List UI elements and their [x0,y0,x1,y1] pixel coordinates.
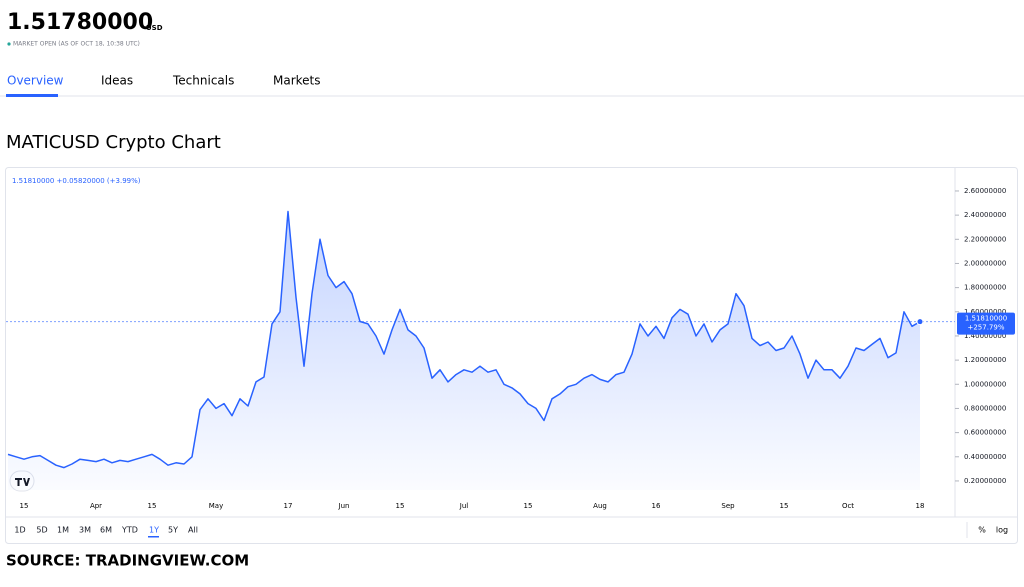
change-label: +257.79% [967,324,1004,332]
x-tick-label: 15 [148,502,157,510]
range-button[interactable]: 1M [57,526,69,535]
y-tick-label: 2.20000000 [964,235,1006,243]
y-tick-label: 2.00000000 [964,259,1006,267]
x-tick-label: 17 [284,502,293,510]
range-button[interactable]: 5D [36,526,47,535]
area-fill [8,211,920,490]
y-tick-label: 1.20000000 [964,356,1006,364]
last-price-badge [957,312,1015,335]
x-tick-label: 15 [524,502,533,510]
x-tick-label: May [209,502,223,510]
chart-frame [5,167,1018,544]
scale-button[interactable]: log [996,526,1008,535]
chart-legend: 1.51810000 +0.05820000 (+3.99%) [12,177,141,185]
tab[interactable]: Overview [7,74,64,88]
range-button[interactable]: 6M [100,526,112,535]
x-tick-label: Jul [459,502,469,510]
range-button[interactable]: 3M [79,526,91,535]
y-tick-label: 1.00000000 [964,380,1006,388]
y-tick-label: 0.80000000 [964,404,1006,412]
active-range-underline [148,536,159,538]
y-tick-label: 0.20000000 [964,477,1006,485]
x-tick-label: Oct [842,502,854,510]
y-tick-label: 0.40000000 [964,453,1006,461]
tab[interactable]: Markets [273,74,321,88]
last-point [916,318,924,326]
y-tick-label: 1.40000000 [964,332,1006,340]
price: 1.51780000 [7,10,153,35]
x-tick-label: Jun [338,502,350,510]
x-tick-label: 15 [20,502,29,510]
price-line [7,210,921,469]
y-tick-label: 2.40000000 [964,211,1006,219]
y-tick-label: 1.80000000 [964,284,1006,292]
x-tick-label: Aug [593,502,607,510]
source: SOURCE: TRADINGVIEW.COM [6,552,249,570]
range-button[interactable]: YTD [121,526,138,535]
x-tick-label: 16 [652,502,661,510]
range-button[interactable]: 1D [14,526,25,535]
x-tick-label: Apr [90,502,102,510]
x-tick-label: Sep [721,502,735,510]
market-status: MARKET OPEN (AS OF OCT 18, 10:38 UTC) [13,41,140,48]
range-button[interactable]: All [188,526,198,535]
y-tick-label: 0.60000000 [964,429,1006,437]
y-tick-label: 1.60000000 [964,308,1006,316]
x-tick-label: 15 [396,502,405,510]
range-button[interactable]: 1Y [149,526,159,535]
last-price-label: 1.51810000 [965,315,1007,323]
tab[interactable]: Ideas [101,74,133,88]
y-tick-label: 2.60000000 [964,187,1006,195]
tab-underline [6,94,58,97]
x-tick-label: 15 [780,502,789,510]
scale-button[interactable]: % [978,526,986,535]
heading: MATICUSD Crypto Chart [6,132,221,153]
range-button[interactable]: 5Y [168,526,178,535]
currency: USD [146,24,163,32]
tab[interactable]: Technicals [172,74,234,88]
status-dot [7,42,11,46]
x-tick-label: 18 [916,502,925,510]
